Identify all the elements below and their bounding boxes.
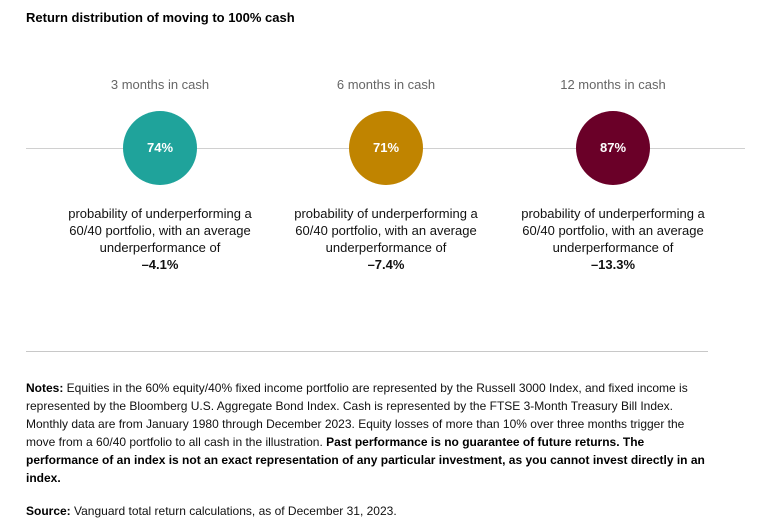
period-label: 12 months in cash — [560, 77, 666, 92]
probability-label: 71% — [372, 140, 400, 155]
notes-text: Equities in the 60% equity/40% fixed inc… — [26, 381, 688, 449]
period-label: 3 months in cash — [110, 77, 210, 92]
notes-label: Notes: — [26, 381, 64, 395]
notes-disclaimer: Past performance is no guarantee of futu… — [26, 435, 705, 485]
source-label: Source: — [26, 504, 71, 518]
probability-bubble: 87% — [576, 111, 650, 185]
avg-underperformance: –13.3% — [590, 257, 636, 272]
avg-underperformance: –7.4% — [367, 257, 405, 272]
description: probability of underperforming a 60/40 p… — [286, 205, 486, 273]
divider — [26, 351, 708, 352]
probability-label: 87% — [599, 140, 627, 155]
probability-label: 74% — [146, 140, 174, 155]
description: probability of underperforming a 60/40 p… — [60, 205, 260, 273]
description: probability of underperforming a 60/40 p… — [513, 205, 713, 273]
probability-bubble: 74% — [123, 111, 197, 185]
period-label: 6 months in cash — [336, 77, 436, 92]
chart-title: Return distribution of moving to 100% ca… — [26, 10, 295, 25]
notes: Notes: Equities in the 60% equity/40% fi… — [26, 379, 716, 487]
description-text: probability of underperforming a 60/40 p… — [68, 206, 252, 255]
description-text: probability of underperforming a 60/40 p… — [521, 206, 705, 255]
probability-bubble: 71% — [349, 111, 423, 185]
source-text: Vanguard total return calculations, as o… — [70, 504, 397, 518]
source: Source: Vanguard total return calculatio… — [26, 504, 397, 518]
description-text: probability of underperforming a 60/40 p… — [294, 206, 478, 255]
avg-underperformance: –4.1% — [141, 257, 179, 272]
